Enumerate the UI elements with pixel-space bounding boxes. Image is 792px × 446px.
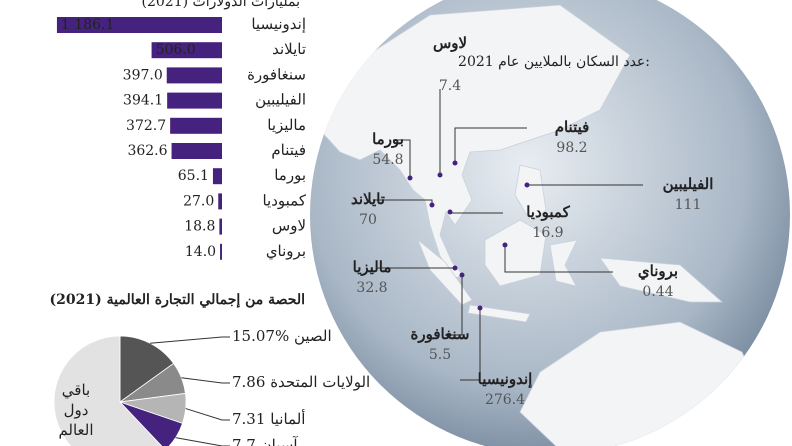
location-dot (407, 175, 413, 181)
category-label: الفيليبين (255, 91, 306, 109)
population: 111 (675, 197, 702, 213)
leader-line (504, 245, 613, 273)
population: 54.8 (372, 152, 403, 168)
value-label: 27.0 (183, 193, 214, 209)
leader-line (150, 336, 230, 344)
bar (171, 143, 222, 159)
bar (220, 243, 222, 260)
population: 16.9 (532, 225, 563, 241)
globe (310, 0, 790, 446)
pie-name: الصين (294, 327, 332, 345)
country-name: الفيليبين (663, 175, 714, 193)
pie-slice (119, 335, 175, 403)
category-label: سنغافورة (247, 65, 306, 83)
location-dot (437, 172, 443, 178)
bar (151, 42, 222, 59)
bar (56, 17, 222, 33)
bar-title: بمليارات الدولارات (2021) (142, 0, 301, 10)
country-name: تايلاند (351, 190, 385, 208)
value-label: 397.0 (123, 67, 163, 83)
bar (170, 117, 222, 134)
category-label: فيتنام (271, 141, 306, 159)
pie-name: الولايات المتحدة (270, 373, 370, 391)
value-label: 14.0 (185, 244, 216, 260)
bar (212, 168, 222, 185)
category-label: لاوس (272, 217, 306, 235)
pie-name: آسيان (261, 436, 299, 446)
country-name: إندونيسيا (478, 370, 533, 388)
location-dot (502, 242, 508, 248)
population: 7.4 (439, 78, 461, 94)
pie-label: 7.86 الولايات المتحدة (232, 373, 370, 391)
country-name: فيتنام (555, 118, 590, 136)
map-subtitle: عدد السكان بالملايين عام 2021: (458, 54, 650, 70)
pie-label: 7.31 ألمانيا (232, 409, 305, 428)
location-dot (452, 265, 458, 271)
pie-slice (119, 401, 183, 446)
category-label: ماليزيا (267, 116, 306, 134)
category-label: تايلاند (272, 40, 306, 58)
pie-name: ألمانيا (270, 409, 305, 428)
leader-line (393, 139, 411, 178)
value-label: 362.6 (127, 143, 167, 159)
pie-label: باقي دول العالم (58, 381, 94, 439)
value-label: 506.0 (156, 42, 196, 58)
leader-line (175, 437, 230, 446)
value-label: 18.8 (184, 219, 215, 235)
category-label: بورما (274, 166, 306, 184)
bar (218, 193, 222, 210)
location-dot (524, 182, 530, 188)
location-dot (452, 160, 458, 166)
bar (166, 67, 222, 84)
leader-line (454, 127, 527, 163)
country-name: كمبوديا (526, 203, 570, 221)
leader-line (460, 308, 481, 381)
pie-title: الحصة من إجمالي التجارة العالمية (2021) (50, 292, 305, 309)
population: 98.2 (556, 140, 587, 156)
value-label: 65.1 (178, 168, 209, 184)
value-label: 372.7 (126, 118, 166, 134)
pie-label: 15.07% الصين (232, 327, 332, 345)
pie-slice (53, 335, 163, 446)
location-dot (429, 202, 435, 208)
category-label: بروناي (266, 242, 306, 260)
country-name: ماليزيا (353, 258, 392, 276)
population: 32.8 (356, 280, 387, 296)
pie-label: 7.7 آسيان (232, 436, 298, 446)
category-label: إندونيسيا (251, 15, 306, 33)
country-name: بروناي (638, 262, 678, 281)
value-label: 394.1 (123, 93, 163, 109)
country-name: لاوس (433, 34, 467, 52)
location-dot (447, 209, 453, 215)
category-label: كمبوديا (262, 191, 306, 209)
population: 5.5 (429, 347, 451, 363)
pie-value: 7.31 (232, 410, 265, 428)
leader-line (181, 377, 230, 384)
country-name: سنغافورة (411, 325, 470, 343)
bar (167, 92, 222, 109)
pie-value: 7.86 (232, 373, 265, 391)
population: 0.44 (642, 284, 673, 300)
pie-rest: باقي دول العالم (58, 381, 94, 439)
value-label: 1 186.1 (61, 17, 114, 33)
location-dot (477, 305, 483, 311)
country-name: بورما (372, 130, 404, 148)
location-dot (459, 272, 465, 278)
leader-line (445, 275, 463, 336)
bar (219, 218, 222, 235)
population: 70 (359, 212, 377, 228)
pie-value: 7.7 (232, 436, 256, 446)
leader-line (185, 408, 230, 421)
population: 276.4 (485, 392, 525, 408)
pie-value: 15.07% (232, 327, 289, 345)
